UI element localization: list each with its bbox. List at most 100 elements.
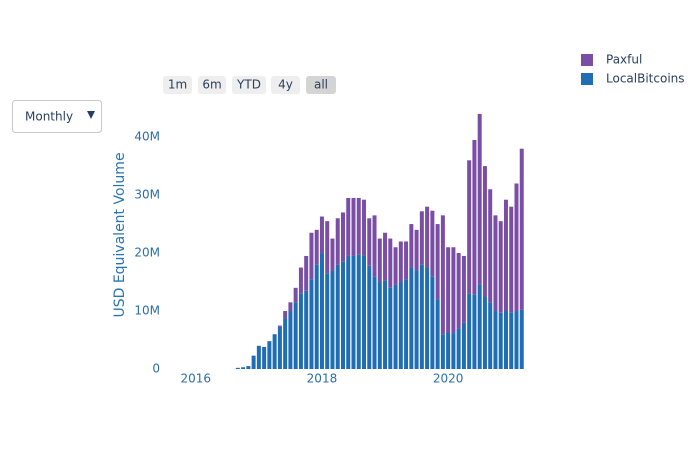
bar bbox=[514, 311, 519, 369]
bar bbox=[414, 229, 419, 271]
bar bbox=[335, 218, 340, 265]
bar bbox=[498, 221, 503, 313]
bar bbox=[293, 302, 298, 369]
y-tick-label: 0 bbox=[152, 362, 160, 376]
legend-swatch bbox=[581, 73, 593, 85]
bar bbox=[325, 221, 330, 274]
bar bbox=[388, 287, 393, 369]
bar bbox=[461, 322, 466, 369]
bar bbox=[319, 216, 324, 254]
bar bbox=[283, 311, 288, 319]
bar bbox=[251, 355, 256, 369]
bar bbox=[241, 367, 246, 369]
bar bbox=[335, 264, 340, 369]
bar bbox=[362, 199, 367, 256]
bar bbox=[451, 333, 456, 369]
bar bbox=[467, 160, 472, 294]
bar bbox=[503, 199, 508, 312]
bar bbox=[461, 255, 466, 323]
bar bbox=[509, 206, 514, 313]
bar bbox=[283, 318, 288, 369]
bar bbox=[346, 197, 351, 256]
bar bbox=[509, 312, 514, 369]
legend-label[interactable]: Paxful bbox=[606, 53, 642, 67]
x-tick-label: 2018 bbox=[307, 372, 338, 386]
bar bbox=[340, 212, 345, 262]
bar bbox=[493, 215, 498, 312]
bar bbox=[314, 264, 319, 369]
bar bbox=[493, 311, 498, 369]
bar bbox=[340, 261, 345, 369]
bar bbox=[277, 325, 282, 327]
bar bbox=[319, 253, 324, 369]
bar bbox=[277, 326, 282, 369]
bar bbox=[393, 247, 398, 285]
bar bbox=[488, 189, 493, 303]
bar bbox=[498, 312, 503, 369]
range-button[interactable] bbox=[271, 76, 300, 94]
bar bbox=[519, 148, 524, 310]
range-button-label[interactable]: YTD bbox=[236, 78, 261, 92]
bar bbox=[409, 267, 414, 369]
bar bbox=[482, 166, 487, 297]
bar bbox=[272, 334, 277, 369]
bar bbox=[482, 296, 487, 369]
bar bbox=[435, 299, 440, 369]
bar bbox=[425, 206, 430, 268]
bar bbox=[472, 294, 477, 369]
x-tick-label: 2020 bbox=[433, 372, 464, 386]
bar bbox=[393, 284, 398, 369]
bar bbox=[346, 255, 351, 369]
range-button-label[interactable]: 4y bbox=[278, 78, 293, 92]
bar bbox=[309, 279, 314, 369]
dropdown-label[interactable]: Monthly bbox=[25, 110, 73, 124]
bar bbox=[456, 328, 461, 369]
bar bbox=[314, 229, 319, 265]
bar bbox=[372, 276, 377, 369]
bar bbox=[377, 238, 382, 283]
bar bbox=[246, 366, 251, 369]
legend-label[interactable]: LocalBitcoins bbox=[606, 72, 685, 86]
legend-swatch bbox=[581, 54, 593, 66]
bar bbox=[304, 255, 309, 291]
range-button[interactable] bbox=[306, 76, 336, 94]
bar bbox=[356, 254, 361, 369]
bar bbox=[519, 309, 524, 369]
bar bbox=[467, 293, 472, 369]
bar bbox=[235, 367, 240, 369]
bar bbox=[362, 255, 367, 369]
bar bbox=[435, 224, 440, 300]
bar bbox=[446, 247, 451, 333]
bar bbox=[351, 197, 356, 256]
y-tick-label: 10M bbox=[134, 304, 160, 318]
bar bbox=[446, 332, 451, 369]
bar bbox=[330, 270, 335, 369]
bar bbox=[419, 211, 424, 265]
dropdown[interactable] bbox=[12, 100, 102, 133]
bar bbox=[288, 302, 293, 312]
bar bbox=[440, 215, 445, 335]
bar bbox=[372, 215, 377, 277]
bar bbox=[383, 232, 388, 281]
range-button-label[interactable]: 1m bbox=[168, 78, 187, 92]
range-button-label[interactable]: all bbox=[314, 78, 328, 92]
bar bbox=[398, 241, 403, 283]
bar bbox=[398, 282, 403, 369]
bar bbox=[367, 218, 372, 266]
bar bbox=[419, 264, 424, 369]
range-button[interactable] bbox=[198, 76, 226, 94]
range-button-label[interactable]: 6m bbox=[202, 78, 221, 92]
bar bbox=[377, 282, 382, 369]
dropdown-arrow[interactable] bbox=[87, 111, 95, 119]
bar bbox=[304, 290, 309, 369]
bar bbox=[409, 224, 414, 268]
range-button[interactable] bbox=[232, 76, 266, 94]
bar bbox=[298, 293, 303, 369]
bar bbox=[288, 311, 293, 369]
bar bbox=[477, 284, 482, 369]
range-button[interactable] bbox=[163, 76, 192, 94]
bar bbox=[262, 346, 267, 369]
y-tick-label: 30M bbox=[134, 188, 160, 202]
